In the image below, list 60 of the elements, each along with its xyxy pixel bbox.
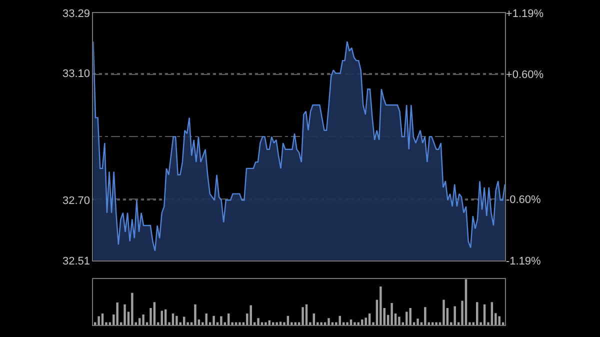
bar <box>324 322 326 325</box>
y2-tick-label: +1.19% <box>506 8 544 20</box>
bar <box>212 316 215 325</box>
bar <box>354 322 356 325</box>
bar <box>416 318 419 325</box>
bar <box>238 322 241 325</box>
bar <box>101 314 104 325</box>
bar <box>476 302 478 325</box>
bar <box>357 322 360 325</box>
bar <box>442 300 445 325</box>
bar <box>390 302 393 325</box>
bar <box>320 322 322 325</box>
y-tick-label: 33.29 <box>62 8 90 20</box>
bar <box>205 314 208 325</box>
bar <box>294 322 296 325</box>
bar <box>153 302 156 325</box>
bar <box>398 316 400 325</box>
bar <box>142 314 144 325</box>
bar <box>138 318 141 325</box>
bar <box>431 322 434 325</box>
bar <box>234 322 238 325</box>
bar <box>98 316 100 325</box>
bar <box>182 316 186 325</box>
y-tick-label: 32.70 <box>62 195 90 207</box>
bar <box>380 286 382 325</box>
bar <box>424 307 426 325</box>
bar <box>116 302 118 325</box>
bar <box>350 319 352 325</box>
bar <box>364 318 367 325</box>
bar <box>257 318 260 325</box>
y2-tick-label: -0.60% <box>506 194 541 206</box>
bar <box>331 322 334 325</box>
bar <box>361 319 364 325</box>
bar <box>131 292 134 325</box>
bar <box>172 314 174 325</box>
bar <box>435 322 438 325</box>
bar <box>220 316 222 325</box>
bar <box>260 322 264 325</box>
bar <box>264 322 267 325</box>
bar <box>176 316 178 325</box>
bar <box>194 304 196 325</box>
y2-tick-label: +0.60% <box>506 69 544 82</box>
bar <box>305 304 308 325</box>
bar <box>228 314 230 325</box>
bar <box>454 306 456 325</box>
bar <box>272 322 274 325</box>
bar <box>302 307 304 325</box>
bar <box>406 312 408 325</box>
bar <box>490 302 494 325</box>
bar <box>160 310 163 325</box>
y2-tick-label: -1.19% <box>506 255 541 268</box>
y-tick-label: 33.10 <box>62 68 90 80</box>
bar <box>409 308 412 325</box>
bar <box>124 304 126 325</box>
bar <box>312 314 316 325</box>
bar <box>346 322 348 325</box>
y-tick-label: 32.51 <box>62 255 90 268</box>
bar <box>276 322 278 325</box>
bar <box>368 314 371 325</box>
bar <box>328 318 330 325</box>
